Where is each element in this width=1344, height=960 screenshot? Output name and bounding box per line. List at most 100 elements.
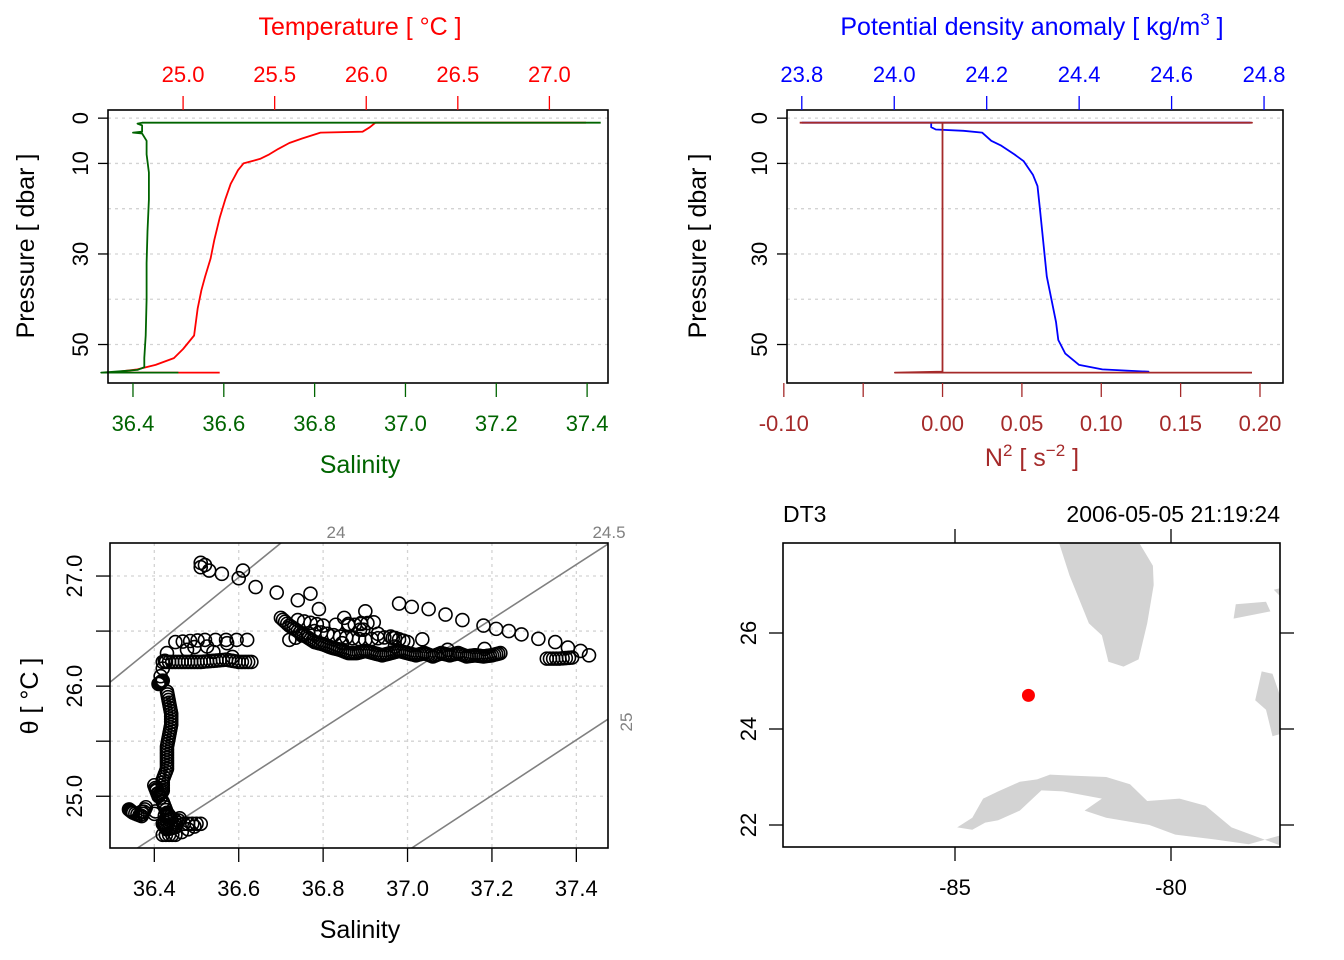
- ts-point: [239, 632, 255, 648]
- ts-point: [235, 563, 251, 578]
- ts-point: [148, 804, 163, 819]
- p1-top-tick-label: 26.0: [345, 62, 388, 87]
- ts-point: [290, 592, 306, 608]
- p3-axes: 24 24.5 25 36.4 36.6 36.8 37.0 37.2 37.4 25.0 26.0…: [62, 523, 636, 901]
- ts-point: [244, 654, 259, 670]
- p1-ytick-label: 30: [68, 242, 93, 266]
- p1-bottom-tick-label: 36.8: [293, 411, 336, 436]
- panel-density-profile: 0 10 30 50 23.8 24.0 24.2 24.4 24.6 24.8 -0.10 0.00…: [684, 10, 1285, 472]
- ts-point: [157, 808, 173, 823]
- p2-top-label-sup: 3: [1200, 10, 1209, 29]
- ts-point: [421, 601, 436, 617]
- p2-bottom-label-sup2: −2: [1046, 441, 1065, 460]
- p1-bottom-tick-label: 36.6: [202, 411, 245, 436]
- p3-x-axis-label: Salinity: [320, 916, 401, 944]
- p4-station-layer: [1021, 688, 1035, 702]
- isopycnal-25: [411, 718, 608, 848]
- p3-ytick-label: 25.0: [62, 775, 87, 818]
- p2-top-tick-label: 24.8: [1243, 62, 1286, 87]
- p3-xtick-label: 36.6: [217, 876, 260, 901]
- p2-top-tick-label: 23.8: [780, 62, 823, 87]
- ts-point: [294, 628, 310, 643]
- p2-top-label-end: ]: [1210, 13, 1224, 41]
- isopycnal-label-24-5: 24.5: [592, 523, 625, 542]
- ts-point: [231, 570, 247, 586]
- p1-ytick-label: 10: [68, 151, 93, 175]
- ts-point: [564, 650, 580, 665]
- ts-point: [187, 819, 202, 834]
- ts-point: [581, 648, 597, 663]
- ts-point: [385, 630, 401, 646]
- p2-top-axis-label: Potential density anomaly [ kg/m3 ]: [840, 10, 1223, 41]
- ts-point: [155, 827, 171, 843]
- p1-top-axis-label: Temperature [ °C ]: [258, 13, 461, 41]
- p2-ytick-label: 50: [747, 332, 772, 356]
- p3-xtick-label: 37.4: [555, 876, 598, 901]
- p2-y-axis-label: Pressure [ dbar ]: [684, 154, 712, 339]
- land-bahamas-north: [1233, 601, 1271, 619]
- ts-point: [269, 585, 285, 600]
- p2-top-tick-label: 24.0: [873, 62, 916, 87]
- p4-axes: -85 -80 22 24 26: [736, 529, 1294, 900]
- ts-point: [514, 627, 529, 642]
- ts-point: [311, 601, 327, 617]
- p1-plot-frame: [107, 109, 609, 384]
- panel-station-map: -85 -80 22 24 26 DT3 2006-05-05 21:19:24: [736, 501, 1294, 900]
- ts-point: [400, 634, 415, 650]
- isopycnal-24: [110, 543, 282, 684]
- p4-land: [957, 543, 1280, 846]
- p2-bottom-tick-label: 0.05: [1000, 411, 1043, 436]
- p1-bottom-axis-label: Salinity: [320, 451, 401, 479]
- p2-bottom-label-end: ]: [1065, 444, 1079, 472]
- p1-y-axis-label: Pressure [ dbar ]: [12, 154, 40, 339]
- p2-bottom-label-sup: 2: [1003, 441, 1012, 460]
- p2-bottom-tick-label: -0.10: [759, 411, 809, 436]
- ts-point: [193, 559, 209, 575]
- p2-bottom-tick-label: 0.15: [1159, 411, 1202, 436]
- p3-isopycnals: [110, 543, 608, 848]
- p4-ytick-label: 22: [736, 813, 761, 837]
- p2-ytick-label: 30: [747, 242, 772, 266]
- p1-bottom-tick-label: 37.0: [384, 411, 427, 436]
- land-bahamas-east: [1273, 588, 1280, 597]
- ts-point: [290, 612, 306, 628]
- ts-point: [415, 632, 430, 647]
- ts-point: [219, 635, 235, 651]
- station-marker: [1021, 688, 1035, 702]
- p3-plot-frame: [109, 542, 609, 849]
- p2-top-tick-label: 24.2: [965, 62, 1008, 87]
- p4-ytick-label: 26: [736, 621, 761, 645]
- ts-point: [214, 566, 230, 582]
- p1-ytick-label: 50: [68, 332, 93, 356]
- p1-top-tick-label: 26.5: [436, 62, 479, 87]
- p1-bottom-tick-label: 37.2: [475, 411, 518, 436]
- ts-point: [296, 614, 312, 629]
- p1-series-temperature: [118, 121, 586, 374]
- ts-point: [547, 634, 563, 650]
- ts-point: [531, 631, 546, 647]
- ts-point: [288, 630, 303, 645]
- p1-top-tick-label: 25.0: [162, 62, 205, 87]
- p3-grid: [110, 543, 608, 848]
- p2-ytick-label: 10: [747, 151, 772, 175]
- p3-ytick-label: 26.0: [62, 665, 87, 708]
- map-title-datetime: 2006-05-05 21:19:24: [1066, 501, 1280, 527]
- ts-point: [180, 821, 196, 837]
- ts-point: [167, 812, 182, 827]
- ts-point: [493, 645, 508, 661]
- p2-bottom-axis-label: N2 [ s−2 ]: [985, 441, 1079, 472]
- p2-bottom-label-mid: [ s: [1012, 444, 1045, 472]
- p3-xtick-label: 36.8: [302, 876, 345, 901]
- ts-point: [225, 649, 240, 665]
- p2-top-tick-label: 24.4: [1058, 62, 1101, 87]
- p1-series: [100, 121, 601, 374]
- ts-point: [199, 639, 215, 654]
- isopycnal-24-5: [136, 543, 608, 848]
- p3-xtick-label: 36.4: [133, 876, 176, 901]
- p4-xtick-label: -85: [939, 875, 971, 900]
- p2-plot-frame: [786, 109, 1284, 384]
- panel-ts-diagram: 24 24.5 25 36.4 36.6 36.8 37.0 37.2 37.4 25.0 26.0…: [16, 523, 636, 944]
- p2-bottom-tick-label: 0.10: [1080, 411, 1123, 436]
- p1-series-salinity: [100, 121, 601, 374]
- p1-bottom-tick-label: 36.4: [112, 411, 155, 436]
